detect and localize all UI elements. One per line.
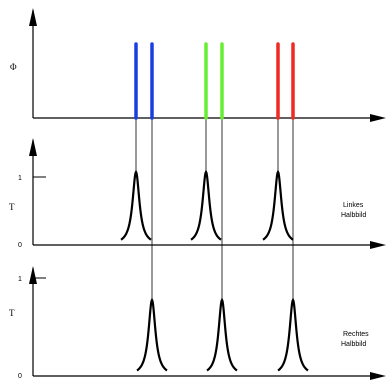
spectral-lines	[134, 42, 295, 120]
bottom-y-label: T	[9, 308, 15, 318]
bottom-x-arrow	[370, 372, 386, 380]
right-image-peaks	[136, 297, 309, 372]
transmission-peak-green-right	[206, 297, 238, 372]
bottom-panel: 1 0 T Rechtes Halbbild	[9, 266, 386, 380]
top-x-arrow	[370, 114, 386, 122]
top-y-label: Φ	[10, 62, 17, 72]
middle-y-arrow	[29, 138, 37, 156]
middle-panel: 1 0 T Linkes Halbbild	[9, 138, 386, 249]
middle-tick-0-label: 0	[18, 242, 22, 249]
top-panel: Φ	[10, 8, 386, 122]
left-image-peaks	[120, 169, 294, 241]
middle-y-label: T	[9, 202, 15, 212]
top-y-arrow	[29, 8, 37, 26]
middle-x-arrow	[370, 241, 386, 249]
transmission-peak-blue-left	[120, 169, 152, 241]
bottom-side-label-line1: Rechtes	[343, 331, 369, 338]
bottom-side-label-line2: Halbbild	[341, 341, 366, 348]
transmission-peak-red-right	[277, 297, 309, 372]
bottom-tick-0-label: 0	[18, 373, 22, 380]
transmission-peak-green-left	[190, 169, 222, 241]
middle-side-label-line2: Halbbild	[341, 212, 366, 219]
middle-tick-1-label: 1	[18, 175, 22, 182]
middle-side-label-line1: Linkes	[343, 202, 364, 209]
connector-lines	[135, 118, 294, 302]
bottom-y-arrow	[29, 266, 37, 284]
transmission-peak-blue-right	[136, 297, 168, 372]
transmission-peak-red-left	[262, 169, 294, 241]
bottom-tick-1-label: 1	[18, 276, 22, 283]
